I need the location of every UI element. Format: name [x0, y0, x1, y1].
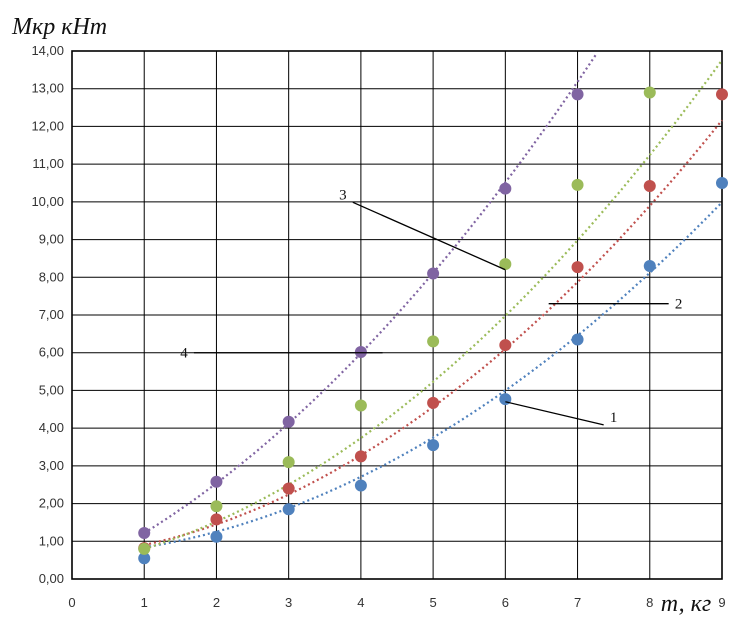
x-tick-label: 9 [718, 595, 725, 610]
annotation-leader [352, 201, 506, 271]
y-tick-label: 12,00 [31, 118, 64, 133]
y-tick-label: 0,00 [39, 571, 64, 586]
y-tick-label: 8,00 [39, 269, 64, 284]
y-tick-label: 6,00 [39, 345, 64, 360]
data-point-2 [210, 513, 223, 526]
x-axis-title: т, кг [661, 591, 712, 617]
curve-label-1: 1 [610, 410, 618, 426]
curve-label-3: 3 [339, 187, 347, 203]
data-point-2 [571, 261, 584, 274]
data-point-2 [716, 88, 728, 101]
data-point-3 [643, 86, 656, 99]
data-point-3 [354, 399, 367, 412]
data-point-1 [354, 479, 367, 492]
y-tick-label: 5,00 [39, 382, 64, 397]
data-point-4 [427, 267, 440, 280]
y-tick-label: 13,00 [31, 81, 64, 96]
data-point-1 [716, 177, 728, 189]
x-tick-label: 6 [502, 595, 509, 610]
data-point-4 [354, 345, 367, 358]
y-axis-title: Мкр кНт [11, 14, 107, 40]
x-tick-label: 0 [68, 595, 75, 610]
y-tick-label: 3,00 [39, 458, 64, 473]
data-point-2 [427, 396, 440, 409]
y-tick-label: 10,00 [31, 194, 64, 209]
y-tick-label: 9,00 [39, 232, 64, 247]
data-point-2 [282, 482, 295, 495]
data-point-3 [282, 456, 295, 469]
y-tick-label: 7,00 [39, 307, 64, 322]
data-point-4 [499, 182, 512, 195]
curve-label-2: 2 [675, 297, 683, 313]
x-tick-label: 5 [429, 595, 436, 610]
gridlines [72, 50, 723, 580]
y-tick-label: 1,00 [39, 533, 64, 548]
data-point-1 [643, 259, 656, 272]
data-point-2 [643, 180, 656, 193]
data-point-1 [210, 530, 223, 543]
data-point-3 [138, 542, 151, 555]
data-point-4 [210, 475, 223, 488]
y-tick-label: 14,00 [31, 43, 64, 58]
plot-area-border [71, 50, 723, 580]
x-tick-label: 1 [141, 595, 148, 610]
y-tick-label: 2,00 [39, 496, 64, 511]
x-tick-label: 4 [357, 595, 364, 610]
trendline-3 [143, 59, 723, 550]
data-point-1 [427, 439, 440, 452]
x-tick-label: 7 [574, 595, 581, 610]
x-axis-ticks: 0 1 2 3 4 5 6 7 8 9 [68, 595, 725, 610]
x-tick-label: 3 [285, 595, 292, 610]
data-point-1 [571, 333, 584, 346]
x-tick-label: 8 [646, 595, 653, 610]
curve-annotations: 1 2 3 4 [180, 187, 682, 426]
data-point-3 [499, 258, 512, 271]
annotation-leader [505, 401, 604, 426]
data-point-4 [138, 526, 151, 539]
data-point-4 [571, 88, 584, 101]
data-point-1 [138, 552, 151, 565]
data-point-3 [210, 500, 223, 513]
y-tick-label: 4,00 [39, 420, 64, 435]
y-axis-ticks: 0,00 1,00 2,00 3,00 4,00 5,00 6,00 7,00 8,00 9,00… [31, 43, 64, 586]
data-point-3 [571, 178, 584, 191]
x-tick-label: 2 [213, 595, 220, 610]
data-points [138, 86, 728, 565]
data-point-1 [282, 503, 295, 516]
trendline-1 [144, 201, 723, 549]
data-point-2 [499, 339, 512, 352]
data-point-3 [427, 335, 440, 348]
curve-label-4: 4 [180, 346, 188, 362]
trendline-2 [143, 119, 723, 547]
data-point-4 [282, 415, 295, 428]
data-point-2 [354, 450, 367, 463]
y-tick-label: 11,00 [32, 156, 64, 171]
